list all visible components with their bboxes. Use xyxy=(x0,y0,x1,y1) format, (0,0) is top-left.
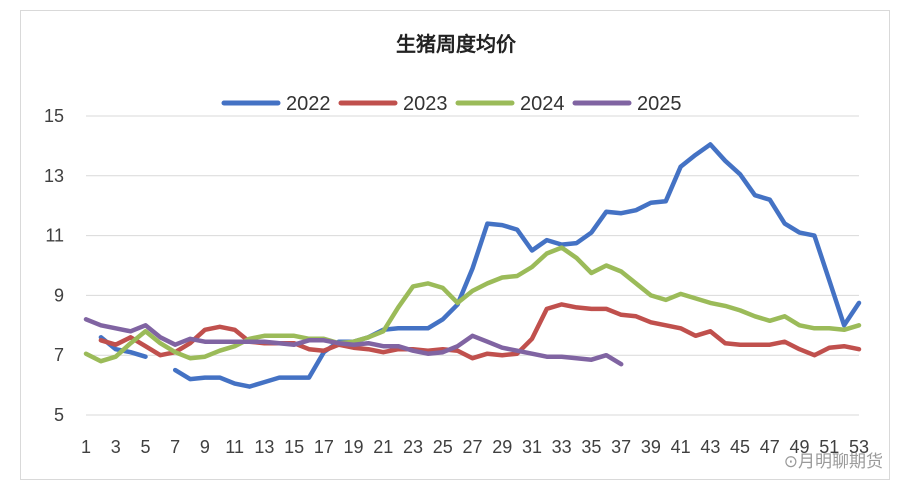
x-tick-label: 21 xyxy=(373,437,393,457)
x-tick-label: 47 xyxy=(760,437,780,457)
x-tick-label: 17 xyxy=(314,437,334,457)
series-2023 xyxy=(98,302,862,361)
legend-item-2024: 2024 xyxy=(455,93,565,115)
series-2024 xyxy=(83,245,862,364)
x-tick-label: 25 xyxy=(433,437,453,457)
x-tick-label: 37 xyxy=(611,437,631,457)
y-tick-label: 9 xyxy=(54,285,64,305)
series-line-2022 xyxy=(172,142,862,389)
x-tick-label: 33 xyxy=(552,437,572,457)
watermark-text: ⊙月明聊期货 xyxy=(784,452,883,472)
gridlines xyxy=(86,115,859,416)
legend-item-2025: 2025 xyxy=(572,93,682,115)
x-tick-label: 15 xyxy=(284,437,304,457)
x-tick-label: 39 xyxy=(641,437,661,457)
legend-label: 2024 xyxy=(520,93,565,115)
x-tick-label: 9 xyxy=(200,437,210,457)
legend-label: 2023 xyxy=(403,93,448,115)
x-tick-label: 43 xyxy=(700,437,720,457)
x-tick-label: 5 xyxy=(140,437,150,457)
x-tick-label: 53 xyxy=(849,437,869,457)
legend-label: 2022 xyxy=(286,93,331,115)
y-tick-label: 11 xyxy=(45,226,64,246)
y-tick-label: 15 xyxy=(44,106,64,126)
y-axis-tick-labels: 5 7 9 11 13 15 xyxy=(44,106,64,425)
chart-title: 生猪周度均价 xyxy=(396,32,517,56)
x-tick-label: 19 xyxy=(344,437,364,457)
x-tick-label: 49 xyxy=(790,437,810,457)
x-tick-label: 3 xyxy=(111,437,121,457)
series-lines xyxy=(83,142,862,389)
x-tick-label: 27 xyxy=(462,437,482,457)
series-2022 xyxy=(98,142,862,389)
series-line-2023 xyxy=(98,302,862,361)
x-tick-label: 13 xyxy=(254,437,274,457)
x-tick-label: 51 xyxy=(819,437,839,457)
x-tick-label: 29 xyxy=(492,437,512,457)
x-tick-label: 7 xyxy=(170,437,180,457)
x-tick-label: 35 xyxy=(581,437,601,457)
legend-item-2022: 2022 xyxy=(221,93,331,115)
legend-item-2023: 2023 xyxy=(338,93,448,115)
x-tick-label: 45 xyxy=(730,437,750,457)
y-tick-label: 5 xyxy=(54,405,64,425)
x-tick-label: 23 xyxy=(403,437,423,457)
series-2025 xyxy=(83,317,624,367)
legend-label: 2025 xyxy=(637,93,682,115)
x-tick-label: 31 xyxy=(522,437,542,457)
series-line-2025 xyxy=(83,317,624,367)
series-line-2024 xyxy=(83,245,862,364)
x-axis-tick-labels: 1 3 5 7 9 11 13 15 17 19 21 23 25 27 29 31 33 35 37 39 41 43 4… xyxy=(81,437,869,457)
y-tick-label: 7 xyxy=(54,345,64,365)
legend: 2022 2023 2024 2025 xyxy=(221,93,682,115)
x-tick-label: 11 xyxy=(225,437,244,457)
y-tick-label: 13 xyxy=(44,166,64,186)
x-tick-label: 1 xyxy=(81,437,91,457)
x-tick-label: 41 xyxy=(671,437,691,457)
